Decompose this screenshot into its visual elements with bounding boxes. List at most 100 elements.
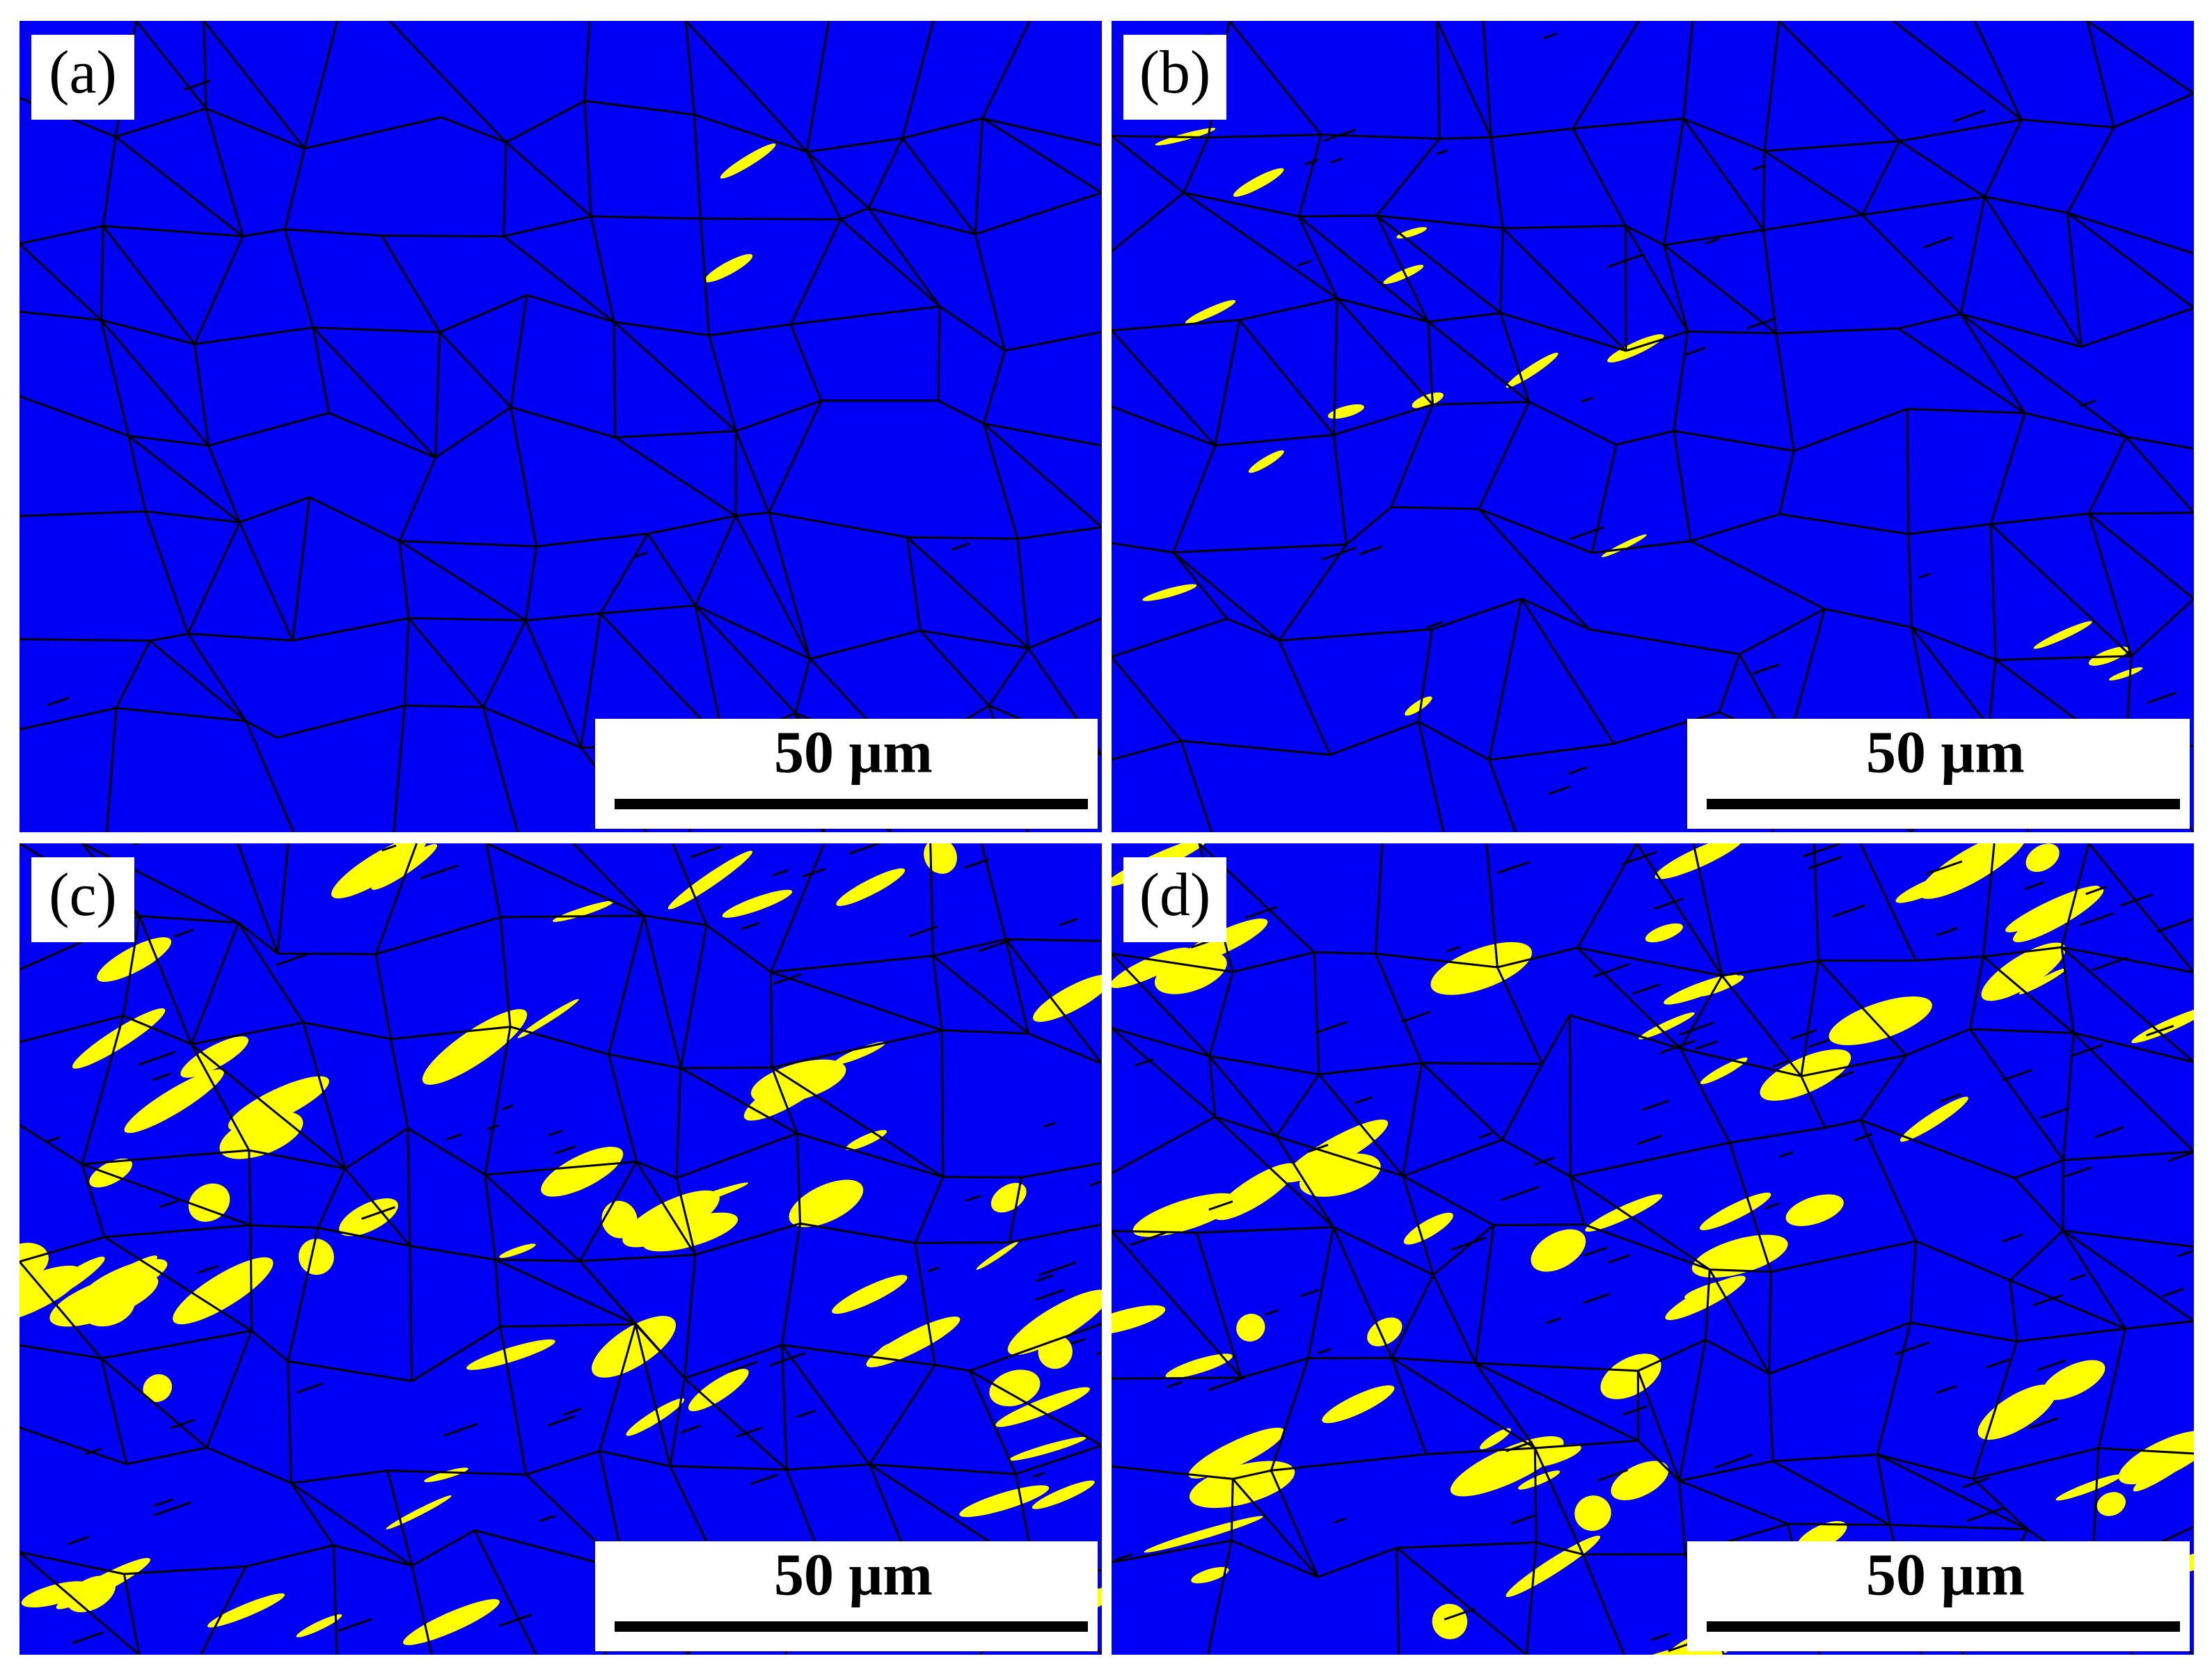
yellow-phase (2019, 968, 2067, 994)
label-box (1123, 35, 1226, 120)
yellow-phase (143, 1374, 173, 1402)
yellow-phase (1132, 1193, 1239, 1237)
yellow-phase (1531, 1229, 1586, 1272)
yellow-phase (667, 850, 753, 909)
yellow-phase (1327, 404, 1364, 419)
label-box (31, 35, 134, 120)
yellow-phase (1233, 168, 1284, 197)
scale-text: 50 μm (774, 719, 933, 786)
yellow-phase (704, 254, 753, 283)
yellow-phase (49, 1273, 159, 1327)
yellow-phase (1032, 1480, 1095, 1509)
yellow-phase (876, 1342, 904, 1360)
yellow-phase (1248, 450, 1284, 473)
yellow-phase (989, 1369, 1041, 1407)
panel-label: (a) (49, 39, 117, 106)
yellow-phase (720, 143, 776, 179)
yellow-phase (1396, 227, 1427, 239)
yellow-phase (1602, 534, 1647, 557)
yellow-phase (299, 1239, 334, 1275)
yellow-phase (517, 999, 579, 1038)
scale-box (1687, 719, 2190, 829)
yellow-phase (541, 1147, 624, 1197)
yellow-phase (622, 1190, 720, 1248)
map (19, 843, 1102, 1655)
yellow-phase (1283, 1119, 1389, 1183)
yellow-phase (1185, 300, 1236, 324)
yellow-phase (219, 1111, 303, 1159)
yellow-phase (2108, 667, 2143, 681)
yellow-phase (833, 1041, 886, 1065)
yellow-phase (592, 1316, 676, 1378)
yellow-phase (789, 1179, 864, 1227)
scale-bar (1707, 799, 2180, 809)
hatch-marks (47, 843, 1102, 1644)
yellow-phase (1032, 1297, 1091, 1328)
yellow-phase (1189, 1461, 1295, 1509)
yellow-phase (1403, 1212, 1453, 1245)
yellow-phase (19, 1265, 83, 1324)
scale-bar (615, 799, 1088, 809)
yellow-phase (124, 1069, 224, 1134)
yellow-phase (995, 1387, 1090, 1427)
phase-map (19, 21, 1102, 832)
phase-map (19, 843, 1102, 1655)
yellow-phase (1977, 1384, 2057, 1440)
yellow-phase (688, 1369, 749, 1411)
map (1112, 21, 2194, 832)
yellow-phase (1236, 1313, 1265, 1342)
yellow-phase (2096, 1492, 2126, 1516)
hatch-marks (1190, 32, 2177, 816)
panel: (a) 50 μm (19, 21, 1102, 832)
yellow-phase (1322, 1385, 1395, 1424)
yellow-phase (1506, 352, 1558, 388)
yellow-phase (1506, 1535, 1601, 1598)
yellow-phase (2033, 621, 2092, 649)
panel-label: (b) (1139, 39, 1211, 106)
yellow-phase (626, 1398, 685, 1436)
yellow-phase (386, 1495, 452, 1529)
yellow-phase (1899, 1097, 1968, 1142)
yellow-phase (207, 1593, 285, 1628)
scale-bar (615, 1621, 1088, 1632)
yellow-phase (990, 1182, 1027, 1213)
scale-box (595, 719, 1098, 829)
yellow-phase (1009, 1436, 1087, 1461)
scale-text: 50 μm (774, 1541, 933, 1608)
yellow-phase (959, 1485, 1050, 1518)
yellow-phase (722, 889, 793, 918)
yellow-phase (173, 1257, 274, 1325)
yellow-phase (1645, 923, 1683, 943)
yellow-phase (1665, 1275, 1746, 1321)
yellow-phase (499, 1243, 536, 1258)
yellow-phase (2118, 1430, 2194, 1485)
yellow-phase (1700, 1192, 1771, 1230)
yellow-phase (1691, 1234, 1788, 1278)
yellow-phase (1574, 1495, 1611, 1531)
panel: (d) 50 μm (1112, 843, 2194, 1655)
yellow-phase (1517, 1470, 1561, 1490)
yellow-phase (1188, 1427, 1285, 1479)
yellow-phase (1142, 584, 1197, 601)
yellow-phase (466, 1339, 555, 1370)
yellow-phase (331, 843, 427, 899)
yellow-phase (296, 1614, 342, 1637)
map (1112, 843, 2194, 1655)
yellow-phase (1033, 974, 1102, 1022)
yellow-phase (1654, 843, 1745, 880)
panel-label: (d) (1139, 861, 1211, 929)
yellow-phase (1981, 942, 2066, 1001)
scale-text: 50 μm (1866, 1541, 2025, 1608)
yellow-phase (188, 1183, 230, 1222)
yellow-phase (2055, 1474, 2122, 1501)
yellow-phase (1828, 996, 1932, 1045)
hatch-marks (1114, 843, 2194, 1653)
yellow-phase (1405, 696, 1432, 716)
panel: (b) 50 μm (1112, 21, 2194, 832)
yellow-phase (1191, 1566, 1229, 1584)
yellow-phase (1700, 1057, 1748, 1084)
label-box (1123, 857, 1226, 942)
yellow-phase (836, 868, 906, 906)
yellow-phase (1479, 1428, 1511, 1449)
